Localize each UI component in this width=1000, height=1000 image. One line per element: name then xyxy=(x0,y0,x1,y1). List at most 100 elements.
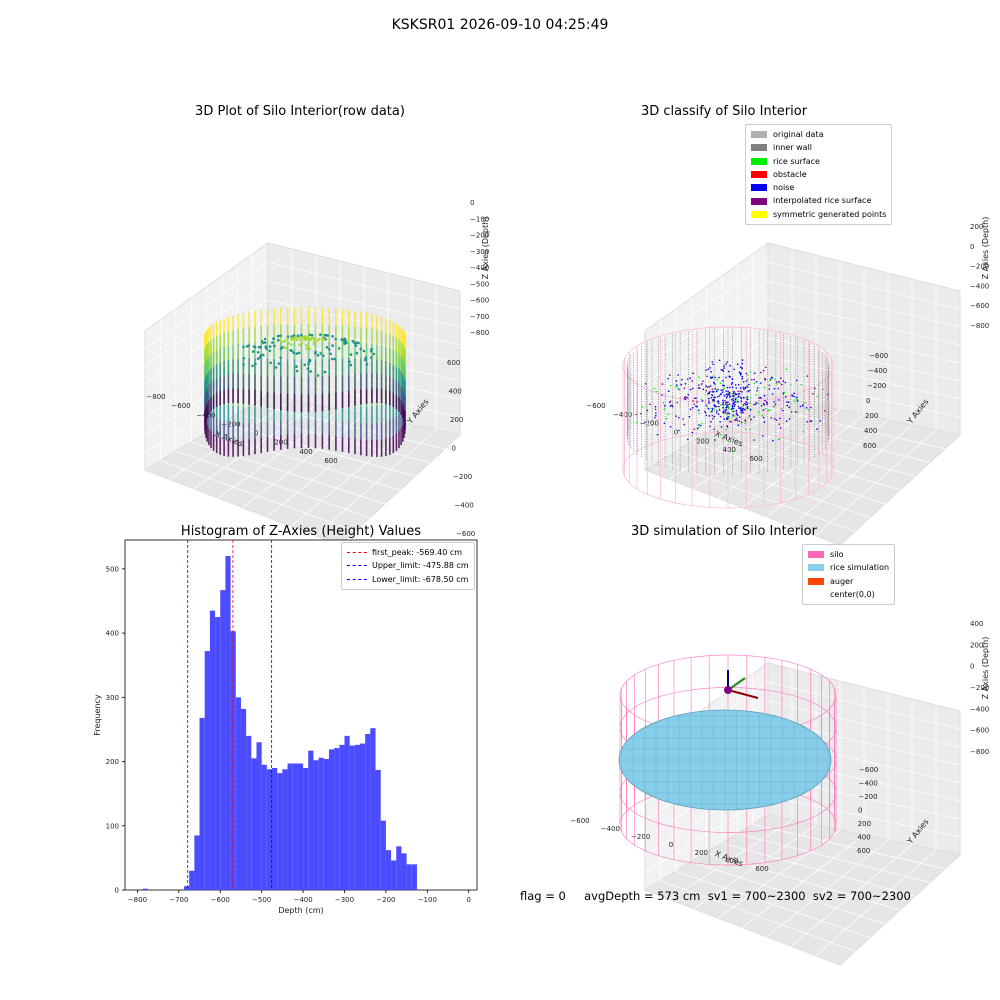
histogram-axes: −800 −700 −600 −500 −400 −300 −200 −100 0 0 100 200… xyxy=(93,539,478,915)
histogram-bar xyxy=(323,758,329,890)
z-tick-label: −100 xyxy=(470,215,489,223)
x-tick-label: 200 xyxy=(696,437,709,445)
legend-entry: auger xyxy=(808,575,889,588)
legend-line-sample xyxy=(347,578,367,580)
y-tick-label: 200 xyxy=(106,758,119,766)
histogram-bar xyxy=(225,556,231,890)
histogram-bar xyxy=(184,886,190,890)
y-tick-label: 0 xyxy=(115,887,119,895)
y-tick-label: 400 xyxy=(857,834,870,842)
y-tick-label: 600 xyxy=(863,442,876,450)
histogram-bar xyxy=(406,864,412,890)
x-tick-label: −200 xyxy=(640,420,659,428)
x-tick-label: −800 xyxy=(146,393,165,401)
histogram-bar xyxy=(365,733,371,890)
histogram-bar xyxy=(287,763,293,890)
legend-entry: symmetric generated points xyxy=(751,208,886,221)
histogram-bar xyxy=(391,860,397,890)
x-tick-label: 400 xyxy=(723,446,736,454)
status-line: flag = 0 avgDepth = 573 cm sv1 = 700~230… xyxy=(520,889,911,903)
z-tick-label: 200 xyxy=(970,223,983,231)
y-tick-label: 400 xyxy=(449,388,462,396)
y-tick-label: 0 xyxy=(452,445,456,453)
z-tick-label: −300 xyxy=(470,248,489,256)
grid-lines xyxy=(144,249,461,536)
classify-legend: original data inner wall rice surface obsta… xyxy=(745,124,893,226)
z-tick-label: −200 xyxy=(970,263,989,271)
legend-line-sample xyxy=(347,552,367,554)
legend-swatch xyxy=(751,210,767,218)
histogram-bar xyxy=(370,728,376,890)
x-tick-label: 400 xyxy=(299,448,312,456)
histogram-bar xyxy=(240,708,247,890)
z-tick-label: −400 xyxy=(970,282,989,290)
y-tick-label: −600 xyxy=(456,530,475,538)
axes-3d-frame xyxy=(643,662,962,966)
legend-label: inner wall xyxy=(773,143,813,153)
z-tick-label: −400 xyxy=(970,705,989,713)
histogram-bar xyxy=(411,864,417,890)
axis-ticks: −600 −400 −200 0 200 400 600 −600 −400 −200 0 200 40… xyxy=(570,620,989,873)
histogram-bar xyxy=(215,617,221,890)
legend-label: rice surface xyxy=(773,156,820,166)
x-tick-label: 0 xyxy=(669,841,673,849)
simulation-panel-title: 3D simulation of Silo Interior xyxy=(631,524,817,539)
histogram-bar xyxy=(401,853,407,890)
histogram-bar xyxy=(396,846,402,890)
legend-swatch xyxy=(751,131,767,139)
x-tick-label: −600 xyxy=(211,896,230,904)
x-tick-label: −700 xyxy=(169,896,188,904)
x-tick-label: 400 xyxy=(725,857,738,865)
x-tick-label: 600 xyxy=(755,865,768,873)
x-tick-label: −600 xyxy=(171,402,190,410)
histogram-bar xyxy=(189,870,195,890)
legend-label: Upper_limit: -475.88 cm xyxy=(372,561,469,571)
y-tick-label: −200 xyxy=(867,382,886,390)
histogram-bars xyxy=(142,556,417,890)
histogram-bar xyxy=(272,767,278,890)
legend-label: silo xyxy=(830,550,844,559)
histogram-bar xyxy=(349,745,355,890)
histogram-bar xyxy=(339,744,345,890)
histogram-bar xyxy=(251,758,257,890)
floor-pane xyxy=(643,814,962,966)
legend-label: obstacle xyxy=(773,169,807,179)
z-tick-label: 400 xyxy=(970,620,983,628)
y-tick-label: 400 xyxy=(106,630,119,638)
histogram-bar xyxy=(385,850,392,890)
histogram-bar xyxy=(354,744,361,890)
z-axis-label: Z Axies (Depth) xyxy=(481,217,490,280)
figure-title: KSKSR01 2026-09-10 04:25:49 xyxy=(391,17,609,33)
z-axis-label: Z Axies (Depth) xyxy=(981,217,990,280)
x-tick-label: 0 xyxy=(466,896,470,904)
rice-mesh xyxy=(619,710,831,810)
y-tick-label: 500 xyxy=(106,565,119,573)
classify-3d-panel: 3D classify of Silo Interior −600 −400 −20… xyxy=(500,95,1000,546)
x-tick-label: 600 xyxy=(749,455,762,463)
legend-swatch xyxy=(751,184,767,192)
z-tick-label: −800 xyxy=(970,322,989,330)
legend-label: interpolated rice surface xyxy=(773,196,872,206)
y-tick-label: −600 xyxy=(869,352,888,360)
histogram-bar xyxy=(282,769,288,890)
histogram-bar xyxy=(261,764,267,890)
x-tick-label: −400 xyxy=(293,896,312,904)
x-axis-label: Depth (cm) xyxy=(278,906,323,915)
legend-entry: noise xyxy=(751,181,886,194)
x-tick-label: 600 xyxy=(324,457,337,465)
legend-swatch xyxy=(751,144,767,152)
y-tick-label: 100 xyxy=(106,822,119,830)
z-tick-label: −600 xyxy=(470,297,489,305)
legend-swatch xyxy=(808,577,824,585)
x-tick-label: −600 xyxy=(570,817,589,825)
histogram-bar xyxy=(220,590,226,890)
raw-point-cloud xyxy=(204,307,406,457)
y-tick-label: 200 xyxy=(865,412,878,420)
axis-ticks: −800−600−400−2000200400600−600−400−20002… xyxy=(146,199,489,538)
legend-label: noise xyxy=(773,183,795,193)
histogram-bar xyxy=(209,610,216,890)
legend-entry: Lower_limit: -678.50 cm xyxy=(347,573,469,586)
y-tick-label: 0 xyxy=(858,807,862,815)
histogram-bar xyxy=(375,769,381,890)
z-axis-label: Z Axies (Depth) xyxy=(981,637,990,700)
